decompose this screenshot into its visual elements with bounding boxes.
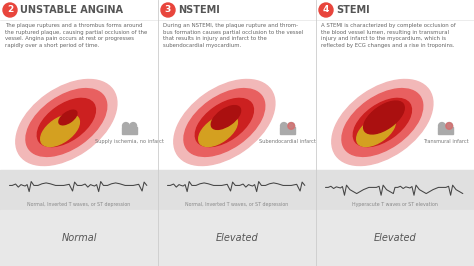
Bar bbox=[281, 127, 295, 134]
Text: Supply ischemia, no infarct: Supply ischemia, no infarct bbox=[95, 139, 164, 144]
Ellipse shape bbox=[446, 123, 453, 129]
Bar bbox=[158, 170, 316, 210]
Ellipse shape bbox=[438, 123, 445, 129]
Text: Elevated: Elevated bbox=[216, 233, 258, 243]
Bar bbox=[0, 0, 158, 266]
Ellipse shape bbox=[41, 114, 80, 147]
Circle shape bbox=[319, 3, 333, 17]
Text: The plaque ruptures and a thrombus forms around
the ruptured plaque, causing par: The plaque ruptures and a thrombus forms… bbox=[5, 23, 147, 48]
Ellipse shape bbox=[195, 98, 254, 147]
Text: Subendocardial infarct: Subendocardial infarct bbox=[259, 139, 316, 144]
Ellipse shape bbox=[184, 89, 265, 156]
Ellipse shape bbox=[130, 123, 137, 129]
Ellipse shape bbox=[174, 80, 275, 165]
Bar bbox=[158, 210, 316, 266]
Bar bbox=[438, 127, 453, 134]
Ellipse shape bbox=[59, 110, 77, 125]
Ellipse shape bbox=[288, 123, 294, 129]
Ellipse shape bbox=[446, 123, 453, 129]
Ellipse shape bbox=[342, 89, 423, 156]
Text: Transmural infarct: Transmural infarct bbox=[423, 139, 468, 144]
Text: 3: 3 bbox=[165, 6, 171, 15]
Ellipse shape bbox=[288, 123, 294, 129]
Bar bbox=[316, 170, 474, 210]
Bar bbox=[122, 127, 137, 134]
Ellipse shape bbox=[356, 114, 395, 147]
Ellipse shape bbox=[123, 123, 129, 129]
Ellipse shape bbox=[16, 80, 117, 165]
Text: Normal, Inverted T waves, or ST depression: Normal, Inverted T waves, or ST depressi… bbox=[185, 202, 289, 207]
Text: During an NSTEMI, the plaque rupture and throm-
bus formation causes partial occ: During an NSTEMI, the plaque rupture and… bbox=[163, 23, 303, 48]
Bar bbox=[316, 210, 474, 266]
Ellipse shape bbox=[199, 114, 237, 147]
Ellipse shape bbox=[281, 123, 287, 129]
Text: Normal: Normal bbox=[61, 233, 97, 243]
Text: STEMI: STEMI bbox=[336, 5, 370, 15]
Text: 2: 2 bbox=[7, 6, 13, 15]
Bar bbox=[0, 170, 158, 210]
Circle shape bbox=[161, 3, 175, 17]
Ellipse shape bbox=[364, 101, 404, 134]
Text: A STEMI is characterized by complete occlusion of
the blood vessel lumen, result: A STEMI is characterized by complete occ… bbox=[321, 23, 456, 48]
Bar bbox=[0, 210, 158, 266]
Text: Elevated: Elevated bbox=[374, 233, 416, 243]
Ellipse shape bbox=[211, 106, 241, 129]
Ellipse shape bbox=[332, 80, 433, 165]
Text: Normal, Inverted T waves, or ST depression: Normal, Inverted T waves, or ST depressi… bbox=[27, 202, 131, 207]
Ellipse shape bbox=[26, 89, 107, 156]
Bar bbox=[158, 0, 316, 266]
Text: NSTEMI: NSTEMI bbox=[178, 5, 220, 15]
Ellipse shape bbox=[37, 98, 95, 147]
Circle shape bbox=[3, 3, 17, 17]
Text: 4: 4 bbox=[323, 6, 329, 15]
Bar bbox=[316, 0, 474, 266]
Text: UNSTABLE ANGINA: UNSTABLE ANGINA bbox=[20, 5, 123, 15]
Text: Hyperacute T waves or ST elevation: Hyperacute T waves or ST elevation bbox=[352, 202, 438, 207]
Ellipse shape bbox=[353, 98, 411, 147]
